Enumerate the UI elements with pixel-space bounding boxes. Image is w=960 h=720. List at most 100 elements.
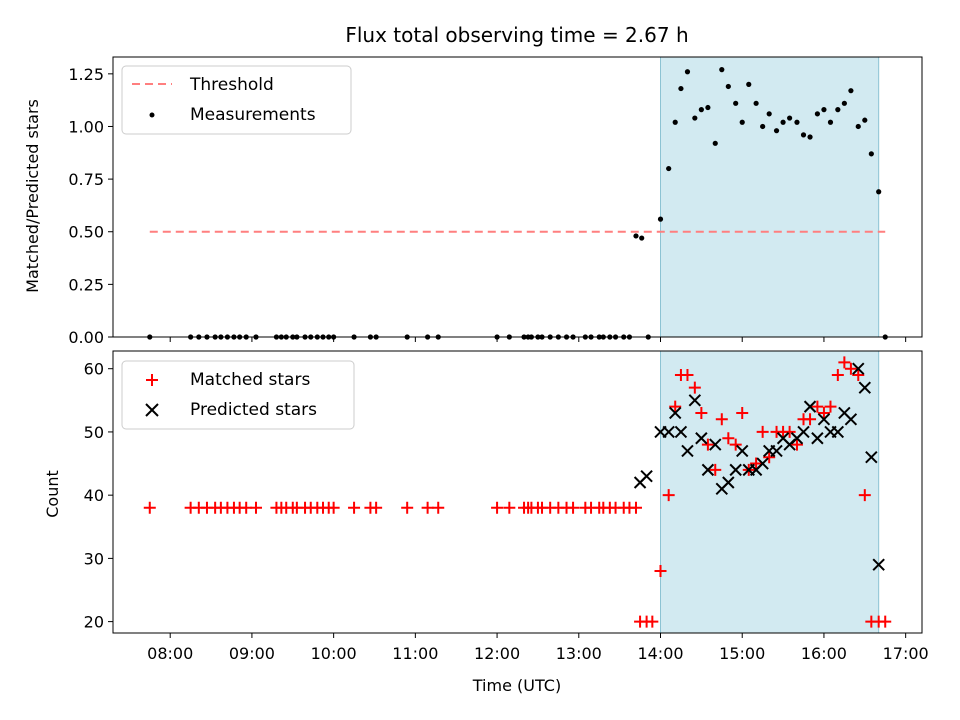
- predicted-star-point: [872, 558, 885, 571]
- chart-title: Flux total observing time = 2.67 h: [345, 23, 688, 47]
- measurement-point: [821, 107, 827, 113]
- predicted-star-point: [770, 444, 783, 458]
- predicted-star-points: [633, 362, 885, 571]
- measurement-point: [766, 111, 772, 117]
- shaded-region-bottom: [660, 350, 880, 634]
- matched-star-point: [646, 615, 659, 628]
- matched-star-point: [824, 400, 837, 413]
- top-x-ticks: [169, 337, 907, 342]
- matched-star-point: [688, 381, 701, 394]
- matched-star-point: [831, 369, 844, 382]
- measurement-point: [725, 83, 731, 90]
- matched-star-point: [763, 451, 776, 464]
- x-tick-label: 10:00: [311, 644, 357, 663]
- measurement-point: [684, 69, 691, 75]
- bottom-y-tick-label: 60: [84, 360, 104, 379]
- x-tick-label: 15:00: [719, 644, 765, 663]
- matched-star-point: [838, 356, 851, 369]
- x-tick-label: 12:00: [474, 644, 520, 663]
- matched-star-point: [491, 501, 504, 514]
- predicted-star-point: [736, 444, 749, 458]
- measurement-point: [692, 115, 698, 121]
- top-panel: Flux total observing time = 2.67 h 0.000…: [23, 23, 923, 347]
- legend-matched-label: Matched stars: [190, 370, 310, 390]
- matched-star-point: [662, 489, 675, 502]
- top-y-tick-label: 1.00: [68, 117, 104, 136]
- matched-star-point: [844, 362, 857, 375]
- legend-predicted-label: Predicted stars: [190, 400, 317, 420]
- matched-star-point: [143, 501, 156, 514]
- x-tick-label: 13:00: [556, 644, 602, 663]
- matched-star-point: [852, 369, 865, 382]
- measurement-point: [760, 123, 766, 130]
- legend-predicted-swatch: [145, 403, 159, 417]
- matched-star-point: [715, 413, 728, 426]
- predicted-star-point: [803, 400, 817, 413]
- measurement-point: [639, 235, 645, 241]
- matched-star-point: [629, 501, 642, 514]
- matched-star-point: [756, 425, 769, 438]
- matched-star-point: [701, 438, 714, 451]
- bottom-y-tick-label: 50: [84, 423, 104, 442]
- matched-star-point: [729, 438, 742, 451]
- measurement-point: [876, 189, 882, 195]
- top-axes-frame: [112, 56, 923, 338]
- matched-star-point: [709, 463, 722, 476]
- predicted-star-point: [681, 444, 694, 458]
- bottom-panel: 20 30 40 50 60 08:00 09:00 10:00 11:00 12:00 13:0…: [43, 350, 929, 695]
- predicted-star-point: [811, 432, 824, 445]
- top-y-ticks: 0.00 0.25 0.50 0.75 1.00 1.25: [68, 65, 113, 347]
- bottom-y-tick-label: 30: [84, 549, 104, 568]
- measurement-point: [814, 111, 821, 117]
- predicted-star-point: [797, 425, 810, 439]
- measurement-point: [746, 81, 752, 87]
- measurement-point: [719, 67, 725, 73]
- x-tick-label: 14:00: [637, 644, 683, 663]
- x-tick-label: 08:00: [147, 644, 193, 663]
- bottom-legend: Matched stars Predicted stars: [121, 360, 355, 430]
- matched-star-point: [669, 400, 682, 413]
- predicted-star-point: [669, 406, 682, 420]
- measurement-point: [841, 100, 847, 106]
- measurement-point: [855, 123, 861, 130]
- measurement-point: [705, 104, 711, 111]
- measurement-point: [773, 128, 780, 134]
- x-tick-label: 09:00: [229, 644, 275, 663]
- measurement-point: [787, 115, 793, 121]
- matched-star-point: [811, 400, 824, 413]
- matched-star-points: [143, 356, 892, 628]
- measurement-point: [739, 119, 745, 125]
- measurement-point: [780, 119, 786, 125]
- matched-star-point: [503, 501, 516, 514]
- measurement-point: [868, 151, 874, 157]
- x-tick-label: 16:00: [801, 644, 847, 663]
- top-y-tick-label: 0.25: [68, 275, 104, 294]
- matched-star-point: [250, 501, 263, 514]
- measurement-point: [633, 233, 639, 239]
- matched-star-point: [750, 457, 763, 470]
- top-legend: Threshold Measurements: [121, 65, 352, 135]
- predicted-star-point: [640, 469, 653, 483]
- bottom-y-tick-label: 20: [84, 613, 104, 632]
- top-y-tick-label: 1.25: [68, 65, 104, 84]
- bottom-y-tick-label: 40: [84, 486, 104, 505]
- matched-star-point: [421, 501, 434, 514]
- bottom-legend-box: [121, 360, 355, 430]
- predicted-star-point: [852, 362, 865, 375]
- legend-measurements-label: Measurements: [190, 105, 316, 125]
- top-y-tick-label: 0.50: [68, 223, 104, 242]
- measurement-point: [733, 100, 739, 106]
- measurement-point: [753, 100, 759, 106]
- legend-matched-swatch: [146, 374, 158, 386]
- top-y-axis-label: Matched/Predicted stars: [23, 99, 42, 293]
- x-axis-label: Time (UTC): [472, 676, 561, 695]
- matched-star-point: [348, 501, 361, 514]
- legend-measurements-swatch: [149, 112, 155, 118]
- measurement-point: [666, 165, 672, 172]
- measurement-point: [672, 119, 678, 125]
- measurement-point: [848, 88, 854, 94]
- bottom-x-ticks: 08:00 09:00 10:00 11:00 12:00 13:00 14:00 15:00…: [147, 633, 929, 663]
- bottom-y-axis-label: Count: [43, 470, 62, 518]
- bottom-axes-frame: [112, 350, 923, 634]
